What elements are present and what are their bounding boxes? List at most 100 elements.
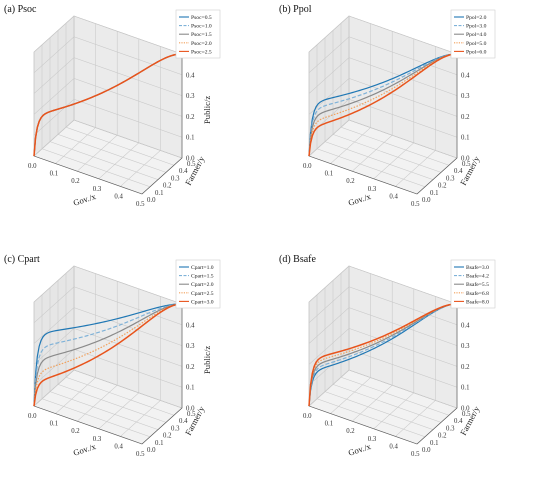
gridline — [73, 369, 183, 409]
x-tick-label: 0.4 — [389, 443, 398, 450]
panel-3: (c) Cpart0.00.10.20.30.40.50.00.10.20.30… — [4, 254, 221, 458]
x-tick-label: 0.3 — [93, 436, 102, 443]
gridline — [33, 369, 75, 407]
y-tick-label: 0.2 — [163, 183, 172, 190]
x-tick-label: 0.3 — [368, 436, 377, 443]
gridline — [324, 141, 434, 180]
panel-2: (b) Ppol0.00.10.20.30.40.50.00.10.20.30.… — [279, 4, 496, 208]
z-tick-label: 0.1 — [186, 135, 195, 142]
y-tick-label: 0.3 — [171, 425, 180, 432]
gridline — [348, 78, 458, 117]
gridline — [330, 127, 371, 164]
y-tick-label: 0.3 — [446, 425, 455, 432]
gridline — [73, 15, 183, 55]
y-axis-line — [141, 407, 183, 445]
z-tick-label: 0.3 — [186, 343, 195, 350]
legend-label: Cpart=2.5 — [191, 291, 214, 297]
gridline — [65, 126, 175, 166]
y-axis-line — [416, 157, 458, 195]
y-tick-label: 0.0 — [147, 197, 156, 204]
y-tick-label: 0.4 — [179, 168, 188, 175]
gridline — [73, 119, 183, 159]
gridline — [33, 57, 75, 94]
gridline — [340, 126, 450, 166]
y-tick-label: 0.5 — [462, 161, 471, 168]
gridline — [73, 265, 183, 305]
y-tick-label: 0.0 — [147, 447, 156, 454]
y-tick-label: 0.2 — [163, 433, 172, 440]
legend-label: Bsafe=6.8 — [466, 290, 489, 297]
legend: Ppol=2.0 Ppol=3.0 Ppol=4.0 Ppol=5.0 Ppol=6.0 — [450, 9, 496, 59]
gridline — [33, 348, 75, 386]
series-layer — [308, 303, 458, 407]
gridline — [308, 15, 350, 53]
gridline — [308, 119, 350, 157]
series-line-4 — [308, 303, 458, 407]
gridline — [33, 15, 75, 53]
gridline — [395, 150, 436, 187]
z-tick-label: 0.4 — [461, 322, 470, 329]
z-axis-title: Public/z — [202, 96, 212, 124]
series-line-2 — [33, 303, 183, 407]
gridline — [352, 134, 393, 172]
gridline — [316, 398, 426, 438]
x-axis-title: Gov./x — [72, 441, 98, 458]
gridline — [348, 119, 458, 159]
gridline — [55, 127, 96, 164]
x-axis-title: Gov./x — [347, 441, 373, 458]
series-line-1 — [308, 53, 458, 157]
gridline — [348, 15, 458, 55]
z-tick-label: 0.1 — [461, 135, 470, 142]
gridline — [324, 391, 434, 430]
y-tick-label: 0.2 — [438, 183, 447, 190]
x-tick-label: 0.2 — [71, 178, 80, 185]
gridline — [348, 36, 458, 76]
x-tick-label: 0.5 — [136, 201, 145, 208]
gridline — [55, 377, 96, 414]
y-tick-label: 0.0 — [422, 197, 431, 204]
panel-label: (d) Bsafe — [279, 254, 316, 265]
series-line-1 — [33, 303, 183, 407]
x-tick-label: 0.0 — [28, 163, 37, 170]
panel-1: (a) Psoc0.00.10.20.30.40.50.00.10.20.30.… — [4, 4, 221, 208]
y-tick-label: 0.4 — [454, 418, 463, 425]
y-tick-label: 0.4 — [454, 168, 463, 175]
gridline — [33, 78, 75, 115]
gridline — [330, 377, 371, 414]
z-tick-label: 0.2 — [461, 114, 470, 121]
x-tick-label: 0.4 — [114, 193, 123, 200]
series-line-4 — [33, 303, 183, 407]
panel-label: (c) Cpart — [4, 254, 40, 265]
legend-label: Cpart=1.0 — [191, 265, 214, 271]
gridline — [33, 307, 75, 344]
y-tick-label: 0.0 — [422, 447, 431, 454]
y-tick-label: 0.1 — [430, 190, 439, 197]
gridline — [120, 150, 161, 187]
gridline — [49, 141, 159, 180]
y-tick-label: 0.5 — [187, 411, 196, 418]
panel-label: (b) Ppol — [279, 4, 312, 15]
x-tick-label: 0.2 — [346, 428, 355, 435]
gridline — [120, 400, 161, 437]
series-line-3 — [308, 53, 458, 157]
gridline — [340, 376, 450, 416]
legend-label: Cpart=1.5 — [191, 274, 214, 280]
z-tick-label: 0.2 — [186, 364, 195, 371]
y-axis-line — [141, 157, 183, 195]
gridline — [57, 134, 167, 173]
gridline — [73, 78, 183, 117]
y-tick-label: 0.4 — [179, 418, 188, 425]
legend: Psoc=0.5 Psoc=1.0 Psoc=1.5 Psoc=2.0 Psoc=2.5 — [175, 9, 221, 59]
x-tick-label: 0.0 — [303, 413, 312, 420]
z-tick-label: 0.2 — [186, 114, 195, 121]
legend-label: Psoc=2.0 — [191, 41, 212, 47]
z-tick-label: 0.3 — [461, 93, 470, 100]
z-tick-label: 0.4 — [186, 322, 195, 329]
z-tick-label: 0.1 — [186, 385, 195, 392]
series-line-4 — [308, 53, 458, 157]
x-tick-label: 0.1 — [50, 421, 59, 428]
legend-label: Psoc=0.5 — [191, 15, 212, 21]
y-axis-line — [416, 407, 458, 445]
